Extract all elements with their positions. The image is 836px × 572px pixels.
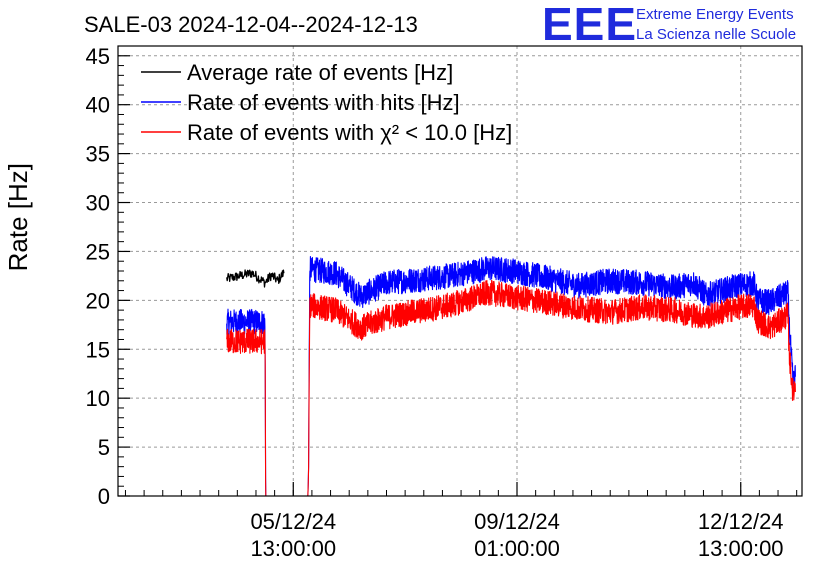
x-tick-label-time: 01:00:00: [474, 536, 560, 561]
series-line-2: [226, 279, 796, 497]
series-line-0: [226, 269, 285, 288]
y-tick-label: 45: [86, 44, 110, 69]
y-tick-label: 40: [86, 93, 110, 118]
legend-entry: Rate of events with χ² < 10.0 [Hz]: [187, 120, 512, 145]
eee-logo-line1: Extreme Energy Events: [636, 6, 794, 23]
eee-logo-mark: EEE: [542, 0, 637, 50]
y-tick-label: 5: [98, 435, 110, 460]
y-tick-label: 15: [86, 337, 110, 362]
series-line-1: [226, 256, 796, 497]
y-tick-label: 25: [86, 239, 110, 264]
x-tick-label-time: 13:00:00: [698, 536, 784, 561]
x-tick-label-time: 13:00:00: [250, 536, 336, 561]
y-tick-label: 20: [86, 288, 110, 313]
y-tick-label: 0: [98, 484, 110, 509]
legend-entry: Average rate of events [Hz]: [187, 60, 453, 85]
chart-title: SALE-03 2024-12-04--2024-12-13: [84, 12, 418, 37]
x-tick-label-date: 12/12/24: [698, 509, 784, 534]
y-tick-label: 10: [86, 386, 110, 411]
x-tick-label-date: 09/12/24: [474, 509, 560, 534]
legend: Average rate of events [Hz] Rate of event…: [141, 60, 512, 145]
y-axis-label: Rate [Hz]: [3, 163, 33, 271]
axes: 05101520253035404505/12/2413:00:0009/12/…: [86, 44, 803, 561]
y-tick-label: 30: [86, 191, 110, 216]
data-series: [226, 256, 796, 497]
eee-logo-line2: La Scienza nelle Scuole: [636, 26, 796, 43]
y-tick-label: 35: [86, 142, 110, 167]
x-tick-label-date: 05/12/24: [250, 509, 336, 534]
legend-entry: Rate of events with hits [Hz]: [187, 90, 460, 115]
grid-lines: [118, 46, 802, 496]
eee-logo: EEE Extreme Energy Events La Scienza nel…: [542, 0, 796, 50]
